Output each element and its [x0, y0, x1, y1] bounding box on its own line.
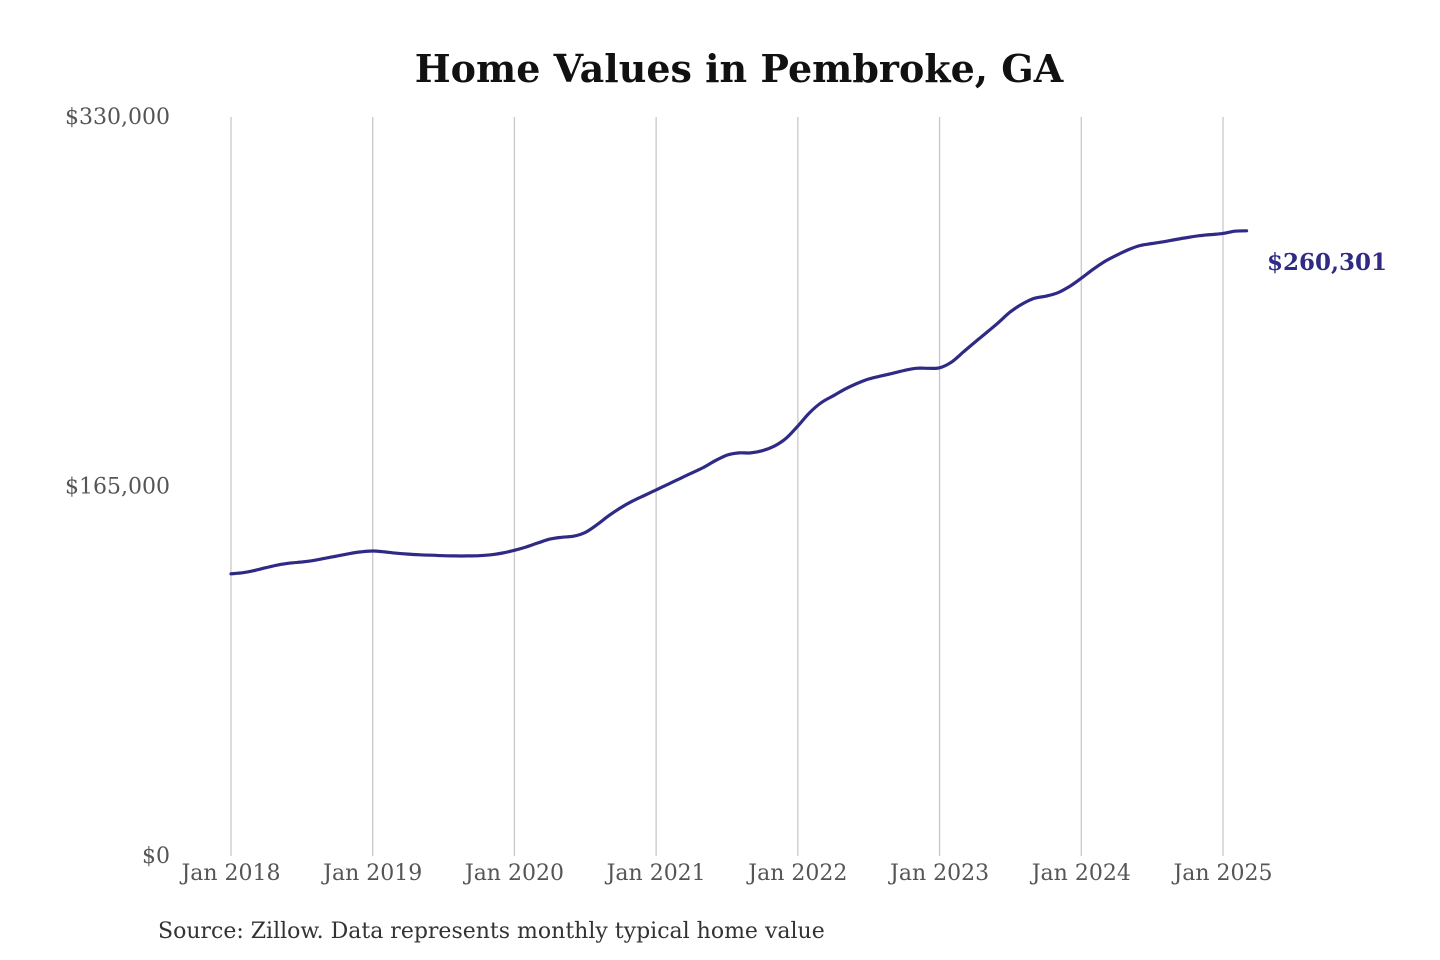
- x-tick-label: Jan 2019: [321, 861, 422, 886]
- y-tick-label: $330,000: [65, 105, 170, 130]
- chart-title: Home Values in Pembroke, GA: [415, 46, 1064, 91]
- x-tick-label: Jan 2024: [1030, 861, 1131, 886]
- x-tick-label: Jan 2022: [746, 861, 847, 886]
- y-axis-ticks: $0 $165,000 $330,000: [65, 105, 170, 869]
- x-tick-label: Jan 2020: [463, 861, 564, 886]
- x-axis-ticks: Jan 2018 Jan 2019 Jan 2020 Jan 2021 Jan 2022…: [179, 861, 1272, 886]
- y-tick-label: $0: [142, 844, 170, 869]
- x-tick-label: Jan 2018: [179, 861, 280, 886]
- end-value-label: $260,301: [1267, 249, 1387, 276]
- series-line: [229, 229, 1249, 576]
- gridlines: [230, 117, 1224, 856]
- x-tick-label: Jan 2025: [1171, 861, 1272, 886]
- y-tick-label: $165,000: [65, 475, 170, 500]
- x-tick-label: Jan 2023: [888, 861, 989, 886]
- source-note: Source: Zillow. Data represents monthly …: [158, 919, 825, 944]
- x-tick-label: Jan 2021: [605, 861, 706, 886]
